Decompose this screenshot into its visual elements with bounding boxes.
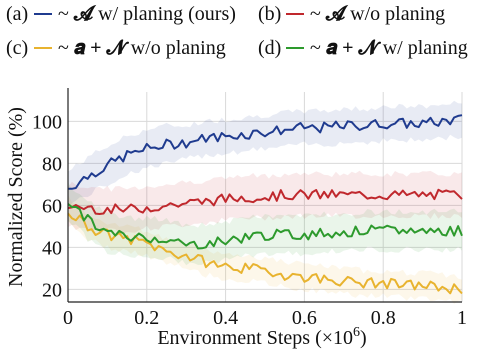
y-axis-title: Normalized Score (%) [5, 107, 27, 287]
x-tick-labels: 0 0.2 0.4 0.6 0.8 1 [63, 307, 467, 329]
y-tick-label-2: 60 [42, 195, 62, 217]
legend-entry-d: (d) ~ 𝒂 + 𝓝 w/ planing [258, 37, 468, 59]
x-tick-label-1: 0.2 [134, 307, 159, 329]
line-series-1 [67, 188, 463, 215]
legend-label-a: ~ 𝓐 w/ planing (ours) [58, 3, 236, 25]
legend-label-b: ~ 𝓐 w/o planing [310, 3, 445, 25]
legend-prefix-a: (a) [6, 3, 28, 25]
y-tick-label-0: 20 [42, 279, 62, 301]
band-series-3 [68, 181, 462, 266]
x-tick-label-5: 1 [457, 307, 467, 329]
plot-area: 0 0.2 0.4 0.6 0.8 1 20 40 60 80 100 [32, 88, 467, 329]
y-tick-label-3: 80 [42, 153, 62, 175]
confidence-bands [68, 100, 462, 304]
line-series-0 [67, 114, 463, 190]
x-axis-title: Environment Steps (×106) [157, 325, 366, 349]
series-lines [67, 114, 463, 295]
band-series-1 [68, 170, 462, 234]
legend-prefix-c: (c) [6, 37, 28, 59]
legend-prefix-b: (b) [258, 3, 281, 25]
y-tick-labels: 20 40 60 80 100 [32, 111, 62, 301]
legend-prefix-d: (d) [258, 37, 281, 59]
band-series-2 [68, 195, 462, 304]
y-tick-label-1: 40 [42, 237, 62, 259]
x-tick-label-2: 0.4 [213, 307, 238, 329]
legend: (a) ~ 𝓐 w/ planing (ours) (b) ~ 𝓐 w/o plani… [6, 3, 468, 59]
y-tick-label-4: 100 [32, 111, 62, 133]
legend-entry-c: (c) ~ 𝒂 + 𝓝 w/o planing [6, 37, 226, 59]
legend-label-d: ~ 𝒂 + 𝓝 w/ planing [310, 37, 468, 59]
axes [67, 88, 462, 303]
x-tick-label-0: 0 [63, 307, 73, 329]
grid [67, 92, 463, 302]
legend-entry-b: (b) ~ 𝓐 w/o planing [258, 3, 445, 25]
x-tick-label-4: 0.8 [371, 307, 396, 329]
legend-entry-a: (a) ~ 𝓐 w/ planing (ours) [6, 3, 236, 25]
x-tick-label-3: 0.6 [292, 307, 317, 329]
line-series-3 [67, 203, 463, 250]
legend-label-c: ~ 𝒂 + 𝓝 w/o planing [58, 37, 226, 59]
